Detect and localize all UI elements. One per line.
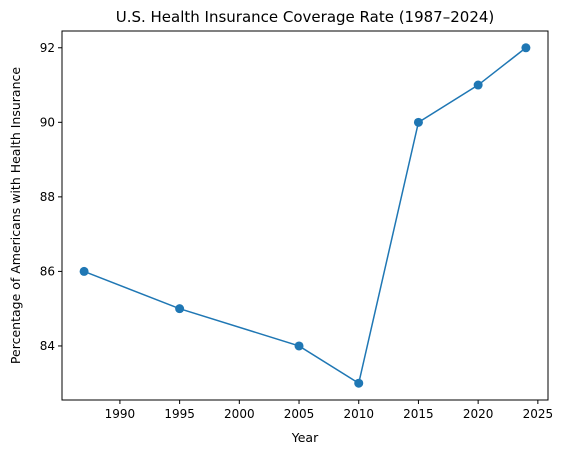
plot-area: [61, 30, 549, 401]
y-tick-label: 92: [40, 41, 55, 55]
data-point: [175, 304, 185, 314]
data-point: [413, 117, 423, 127]
series-line: [83, 47, 527, 385]
y-axis: 84 86 88 90 92: [40, 41, 62, 353]
x-tick-label: 2020: [463, 407, 494, 421]
x-axis-label: Year: [291, 430, 319, 445]
x-tick-label: 1995: [164, 407, 195, 421]
x-tick-label: 2000: [224, 407, 255, 421]
x-tick-label: 2005: [284, 407, 315, 421]
x-tick-label: 2025: [523, 407, 554, 421]
data-point: [521, 43, 531, 53]
y-tick-label: 90: [40, 115, 55, 129]
x-tick-label: 2010: [343, 407, 374, 421]
x-tick-label: 2015: [403, 407, 434, 421]
x-tick-label: 1990: [105, 407, 136, 421]
series-layer: [79, 43, 531, 388]
y-axis-label: Percentage of Americans with Health Insu…: [8, 67, 23, 364]
chart-title: U.S. Health Insurance Coverage Rate (198…: [116, 8, 495, 26]
data-point: [79, 266, 89, 276]
data-point: [294, 341, 304, 351]
data-point: [473, 80, 483, 90]
plot-frame: [61, 30, 549, 401]
y-tick-label: 88: [40, 190, 55, 204]
data-point: [354, 378, 364, 388]
x-axis: 1990 1995 2000 2005 2010 2015 2020 2025: [105, 400, 553, 421]
y-tick-label: 86: [40, 264, 55, 278]
y-tick-label: 84: [40, 339, 55, 353]
